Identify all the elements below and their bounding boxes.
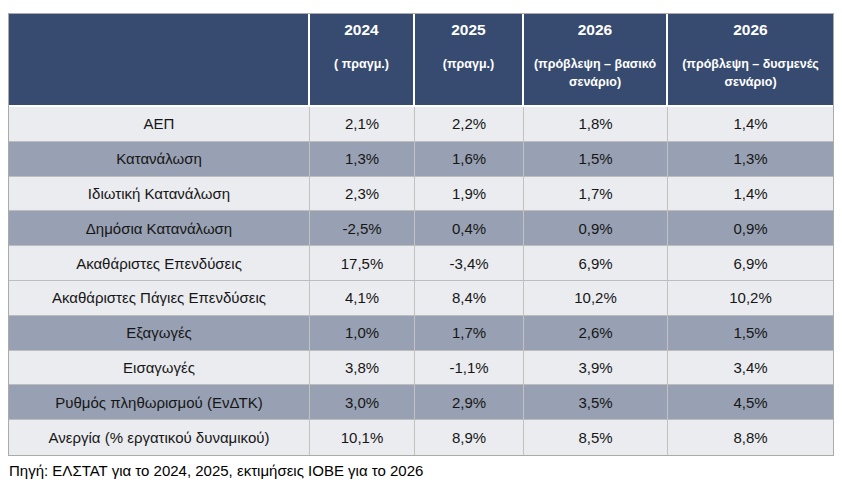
value-cell: 4,5%	[668, 385, 833, 420]
header-empty-cell	[9, 14, 310, 107]
value-cell: 3,9%	[524, 351, 668, 386]
row-label: Ακαθάριστες Επενδύσεις	[9, 246, 310, 281]
value-cell: 1,4%	[668, 177, 833, 212]
value-cell: 2,1%	[310, 107, 415, 142]
value-cell: 1,7%	[415, 316, 524, 351]
table-row-public-consumption: Δημόσια Κατανάλωση -2,5% 0,4% 0,9% 0,9%	[9, 211, 833, 246]
value-cell: 1,4%	[668, 107, 833, 142]
value-cell: 1,6%	[415, 142, 524, 177]
value-cell: 6,9%	[668, 246, 833, 281]
header-note: (πραγμ.)	[415, 55, 522, 73]
value-cell: 4,1%	[310, 281, 415, 316]
forecast-table: 2024 ( πραγμ.) 2025 (πραγμ.) 2026 (πρόβλ…	[8, 13, 834, 456]
value-cell: 17,5%	[310, 246, 415, 281]
table-body: ΑΕΠ 2,1% 2,2% 1,8% 1,4% Κατανάλωση 1,3% …	[9, 107, 833, 455]
row-label: Εισαγωγές	[9, 351, 310, 386]
value-cell: 2,3%	[310, 177, 415, 212]
page: 2024 ( πραγμ.) 2025 (πραγμ.) 2026 (πρόβλ…	[0, 0, 842, 497]
value-cell: 3,4%	[668, 351, 833, 386]
value-cell: 2,9%	[415, 385, 524, 420]
value-cell: 2,2%	[415, 107, 524, 142]
value-cell: 10,1%	[310, 420, 415, 455]
row-label: Ρυθμός πληθωρισμού (ΕνΔΤΚ)	[9, 385, 310, 420]
table-header: 2024 ( πραγμ.) 2025 (πραγμ.) 2026 (πρόβλ…	[9, 14, 833, 107]
value-cell: 1,5%	[668, 316, 833, 351]
header-col-2026-basic: 2026 (πρόβλεψη – βασικό σενάριο)	[524, 14, 668, 107]
table-row-exports: Εξαγωγές 1,0% 1,7% 2,6% 1,5%	[9, 316, 833, 351]
value-cell: 1,5%	[524, 142, 668, 177]
header-note: (πρόβλεψη – βασικό σενάριο)	[524, 55, 666, 91]
header-year: 2025	[415, 21, 522, 40]
value-cell: -3,4%	[415, 246, 524, 281]
header-year: 2024	[310, 21, 413, 40]
header-year: 2026	[668, 21, 833, 40]
value-cell: 8,9%	[415, 420, 524, 455]
value-cell: 3,5%	[524, 385, 668, 420]
value-cell: 0,9%	[668, 211, 833, 246]
value-cell: 1,3%	[668, 142, 833, 177]
value-cell: 0,4%	[415, 211, 524, 246]
value-cell: 1,9%	[415, 177, 524, 212]
value-cell: 3,8%	[310, 351, 415, 386]
header-col-2024: 2024 ( πραγμ.)	[310, 14, 415, 107]
value-cell: 10,2%	[668, 281, 833, 316]
table-row-private-consumption: Ιδιωτική Κατανάλωση 2,3% 1,9% 1,7% 1,4%	[9, 177, 833, 212]
value-cell: -2,5%	[310, 211, 415, 246]
header-note: ( πραγμ.)	[310, 55, 413, 73]
table-row-imports: Εισαγωγές 3,8% -1,1% 3,9% 3,4%	[9, 351, 833, 386]
value-cell: 1,7%	[524, 177, 668, 212]
table-row-inflation: Ρυθμός πληθωρισμού (ΕνΔΤΚ) 3,0% 2,9% 3,5…	[9, 385, 833, 420]
row-label: Ακαθάριστες Πάγιες Επενδύσεις	[9, 281, 310, 316]
table-row-gross-fixed-investment: Ακαθάριστες Πάγιες Επενδύσεις 4,1% 8,4% …	[9, 281, 833, 316]
value-cell: 8,4%	[415, 281, 524, 316]
row-label: Ανεργία (% εργατικού δυναμικού)	[9, 420, 310, 455]
header-row: 2024 ( πραγμ.) 2025 (πραγμ.) 2026 (πρόβλ…	[9, 14, 833, 107]
value-cell: 6,9%	[524, 246, 668, 281]
row-label: Ιδιωτική Κατανάλωση	[9, 177, 310, 212]
table-row-unemployment: Ανεργία (% εργατικού δυναμικού) 10,1% 8,…	[9, 420, 833, 455]
value-cell: 0,9%	[524, 211, 668, 246]
value-cell: 3,0%	[310, 385, 415, 420]
value-cell: 1,0%	[310, 316, 415, 351]
header-year: 2026	[524, 21, 666, 40]
value-cell: 8,8%	[668, 420, 833, 455]
table-row-gross-investment: Ακαθάριστες Επενδύσεις 17,5% -3,4% 6,9% …	[9, 246, 833, 281]
header-col-2025: 2025 (πραγμ.)	[415, 14, 524, 107]
value-cell: 1,8%	[524, 107, 668, 142]
row-label: ΑΕΠ	[9, 107, 310, 142]
header-note: (πρόβλεψη – δυσμενές σενάριο)	[668, 55, 833, 91]
value-cell: -1,1%	[415, 351, 524, 386]
table-row-consumption: Κατανάλωση 1,3% 1,6% 1,5% 1,3%	[9, 142, 833, 177]
row-label: Κατανάλωση	[9, 142, 310, 177]
source-note: Πηγή: ΕΛΣΤΑΤ για το 2024, 2025, εκτιμήσε…	[9, 462, 423, 479]
table-row-gdp: ΑΕΠ 2,1% 2,2% 1,8% 1,4%	[9, 107, 833, 142]
value-cell: 1,3%	[310, 142, 415, 177]
value-cell: 2,6%	[524, 316, 668, 351]
value-cell: 8,5%	[524, 420, 668, 455]
value-cell: 10,2%	[524, 281, 668, 316]
header-col-2026-adverse: 2026 (πρόβλεψη – δυσμενές σενάριο)	[668, 14, 833, 107]
row-label: Εξαγωγές	[9, 316, 310, 351]
row-label: Δημόσια Κατανάλωση	[9, 211, 310, 246]
